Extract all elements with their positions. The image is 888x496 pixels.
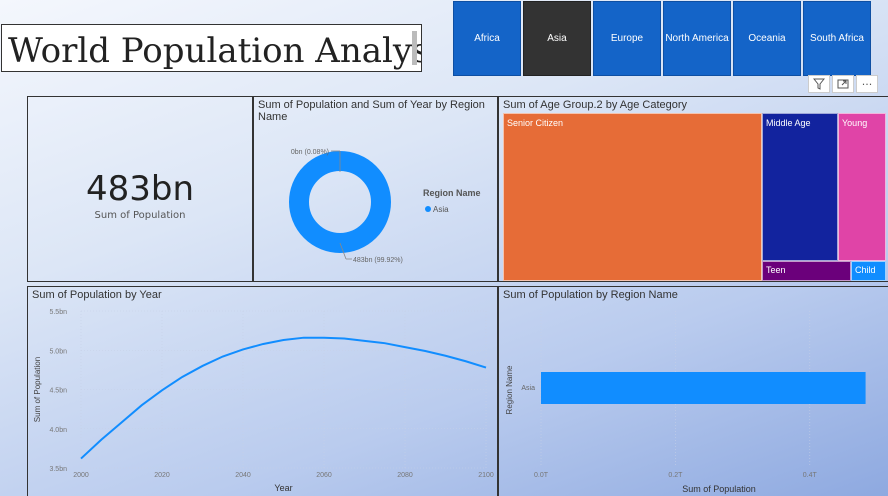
y-tick-label: 5.0bn [49,348,67,355]
treemap-young[interactable]: Young [838,113,886,261]
x-axis-title: Sum of Population [682,484,756,494]
y-tick-label: 4.0bn [49,427,67,434]
card-label: Sum of Population [94,210,186,221]
bar-visual[interactable]: Sum of Population by Region Name 0.0T 0.2… [498,286,888,496]
treemap-title: Sum of Age Group.2 by Age Category [503,99,688,111]
donut-legend-marker [425,206,431,212]
donut-legend-title: Region Name [423,188,481,198]
report-title-text: World Population Analysis [8,31,422,71]
x-tick-label: 2100 [478,472,494,479]
slicer-oceania[interactable]: Oceania [733,1,801,76]
donut-chart: 0bn (0.08%) 483bn (99.92%) Region Name A… [289,149,481,264]
population-line[interactable] [80,336,487,460]
bar-title: Sum of Population by Region Name [503,289,678,301]
report-title: World Population Analysis [1,24,422,72]
slicer-north-america[interactable]: North America [663,1,731,76]
y-tick-label: 4.5bn [49,388,67,395]
focus-mode-icon[interactable] [832,75,854,93]
y-tick-label: 5.5bn [49,309,67,316]
treemap-child[interactable]: Child [851,261,886,281]
x-tick-label: 0.0T [534,472,549,479]
x-tick-label: 2000 [73,472,89,479]
line-visual[interactable]: Sum of Population by Year 3.5bn 4.0bn 4.5b… [27,286,498,496]
slicer-africa[interactable]: Africa [453,1,521,76]
x-tick-label: 2060 [316,472,332,479]
donut-legend-item[interactable]: Asia [433,205,449,214]
x-tick-label: 2020 [154,472,170,479]
donut-visual[interactable]: Sum of Population and Sum of Year by Reg… [253,96,498,282]
donut-leader-large [339,242,347,260]
x-tick-label: 0.2T [668,472,683,479]
visual-header-toolbar: ··· [808,75,878,93]
y-tick-label: 3.5bn [49,466,67,473]
title-scrollbar[interactable] [412,31,417,65]
x-tick-label: 0.4T [803,472,818,479]
line-chart: 3.5bn 4.0bn 4.5bn 5.0bn 5.5bn 2000 2020 2040 206… [33,309,494,493]
bar-chart: 0.0T 0.2T 0.4T Asia Sum of Population Region … [505,311,866,494]
donut-ring[interactable] [289,151,391,253]
treemap-middle-age[interactable]: Middle Age [762,113,838,261]
y-category-label: Asia [521,385,535,392]
x-tick-label: 2040 [235,472,251,479]
slicer-south-africa[interactable]: South Africa [803,1,871,76]
filter-icon[interactable] [808,75,830,93]
donut-label-small: 0bn (0.08%) [291,149,329,156]
treemap-teen[interactable]: Teen [762,261,851,281]
x-axis-title: Year [274,483,292,493]
line-title: Sum of Population by Year [32,289,162,301]
population-card[interactable]: 483bn Sum of Population [27,96,253,282]
y-axis-title: Sum of Population [33,357,42,422]
treemap-senior-citizen[interactable]: Senior Citizen [503,113,762,281]
card-value: 483bn [85,169,195,209]
x-tick-label: 2080 [397,472,413,479]
bar-asia[interactable] [541,372,866,404]
more-options-icon[interactable]: ··· [856,75,878,93]
donut-title: Sum of Population and Sum of Year by Reg… [258,99,485,123]
slicer-asia[interactable]: Asia [523,1,591,76]
donut-label-large: 483bn (99.92%) [353,257,403,264]
treemap-visual[interactable]: Sum of Age Group.2 by Age Category Senio… [498,96,888,282]
y-axis-title: Region Name [505,365,514,414]
slicer-europe[interactable]: Europe [593,1,661,76]
